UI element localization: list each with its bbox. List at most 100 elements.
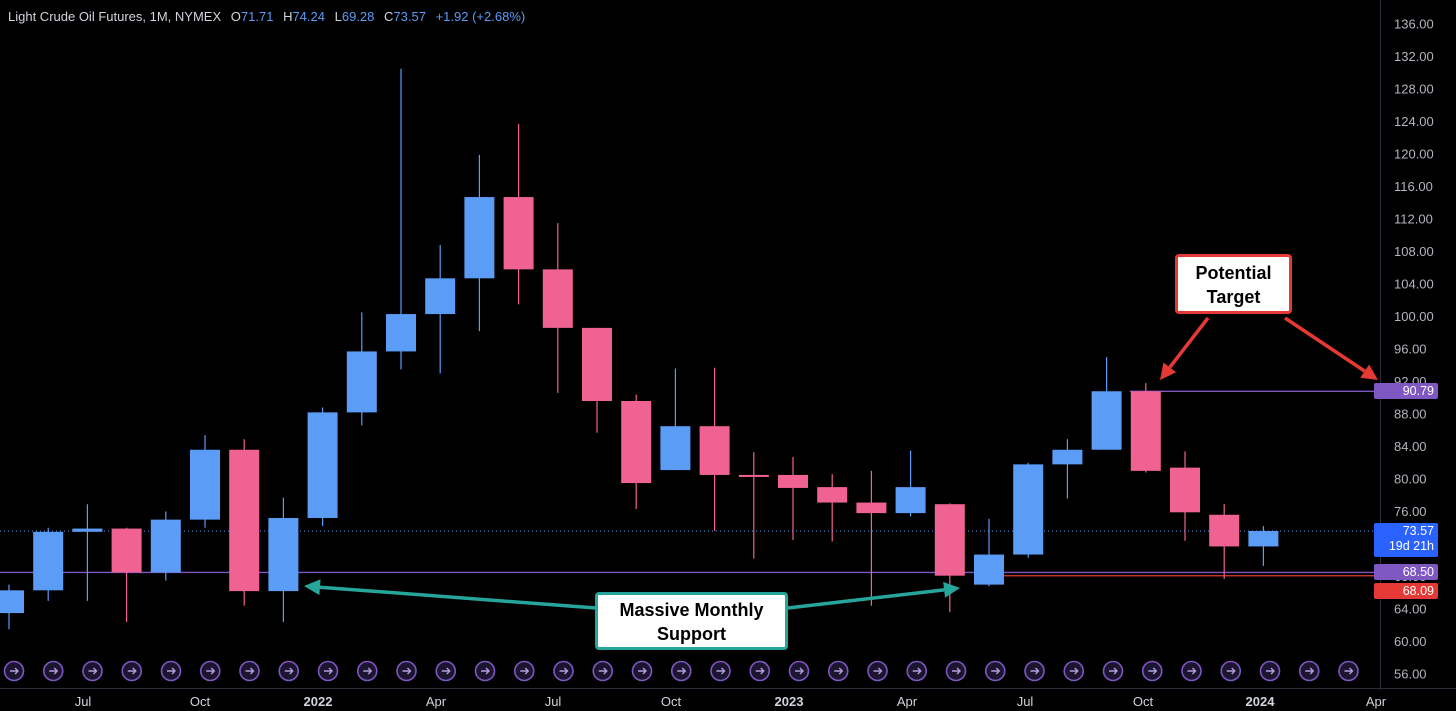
candle-body bbox=[503, 197, 534, 270]
y-tick-label: 132.00 bbox=[1394, 49, 1434, 64]
candle-body bbox=[1209, 514, 1240, 547]
candle-body bbox=[346, 351, 377, 413]
candle-body bbox=[386, 314, 416, 352]
event-dividend-icon[interactable] bbox=[553, 660, 574, 682]
event-dividend-icon[interactable] bbox=[199, 660, 221, 682]
y-tick-label: 96.00 bbox=[1394, 342, 1427, 357]
event-dividend-icon[interactable] bbox=[631, 660, 653, 682]
y-tick-label: 60.00 bbox=[1394, 634, 1427, 649]
candle-body bbox=[1170, 467, 1200, 513]
event-dividend-icon[interactable] bbox=[906, 660, 928, 682]
event-dividend-icon[interactable] bbox=[239, 660, 260, 682]
support-arrow-right bbox=[787, 581, 960, 610]
support-label-line2: Support bbox=[657, 624, 726, 644]
event-dividend-icon[interactable] bbox=[984, 660, 1006, 682]
event-dividend-icon[interactable] bbox=[788, 660, 810, 682]
event-dividend-icon[interactable] bbox=[42, 660, 64, 682]
event-dividend-icon[interactable] bbox=[3, 660, 25, 682]
candle-body bbox=[699, 426, 730, 475]
event-dividend-icon[interactable] bbox=[670, 660, 692, 682]
candle-body bbox=[111, 528, 142, 573]
y-tick-label: 56.00 bbox=[1394, 667, 1427, 682]
event-dividend-icon[interactable] bbox=[1259, 660, 1281, 682]
event-dividend-icon[interactable] bbox=[121, 660, 143, 682]
candle-body bbox=[150, 519, 181, 573]
candle bbox=[111, 527, 142, 622]
event-dividend-icon[interactable] bbox=[1220, 660, 1242, 682]
candle bbox=[856, 470, 887, 606]
event-dividend-icon[interactable] bbox=[945, 660, 967, 682]
candle bbox=[0, 584, 24, 630]
candle bbox=[1248, 526, 1279, 566]
target-label-line2: Target bbox=[1206, 287, 1261, 307]
candle-body bbox=[738, 474, 769, 477]
candle-body bbox=[974, 554, 1004, 585]
target-label-line1: Potential bbox=[1195, 263, 1272, 283]
x-tick-label: 2023 bbox=[775, 694, 804, 709]
event-dividend-icon[interactable] bbox=[827, 660, 849, 682]
event-dividend-icon[interactable] bbox=[1024, 660, 1045, 682]
x-tick-label: 2024 bbox=[1246, 694, 1276, 709]
event-dividend-icon[interactable] bbox=[82, 660, 103, 682]
candle-body bbox=[660, 426, 691, 471]
candle-body bbox=[542, 269, 573, 328]
event-dividend-icon[interactable] bbox=[356, 660, 378, 682]
candle-body bbox=[229, 449, 260, 592]
low-value: 69.28 bbox=[341, 9, 375, 24]
symbol-title: Light Crude Oil Futures, 1M, NYMEX bbox=[8, 9, 222, 24]
candle bbox=[582, 327, 612, 433]
candle bbox=[1170, 451, 1200, 541]
event-dividend-icon[interactable] bbox=[1298, 660, 1320, 682]
event-dividend-icon[interactable] bbox=[1063, 660, 1085, 682]
candle bbox=[738, 452, 769, 559]
candle-body bbox=[464, 197, 495, 279]
target-price-label: 90.79 bbox=[1374, 383, 1438, 399]
candle bbox=[386, 68, 416, 370]
event-dividend-icon[interactable] bbox=[474, 660, 496, 682]
y-tick-label: 104.00 bbox=[1394, 277, 1434, 292]
event-dividend-icon[interactable] bbox=[867, 660, 888, 682]
event-dividend-icon[interactable] bbox=[1141, 660, 1163, 682]
event-dividend-icon[interactable] bbox=[1338, 660, 1359, 682]
event-dividend-icon[interactable] bbox=[278, 660, 300, 682]
open-value: 71.71 bbox=[240, 9, 274, 24]
event-dividend-icon[interactable] bbox=[160, 660, 182, 682]
y-tick-label: 128.00 bbox=[1394, 82, 1434, 97]
candle-body bbox=[1130, 391, 1161, 471]
countdown-value: 19d 21h bbox=[1388, 539, 1434, 553]
event-dividend-icon[interactable] bbox=[592, 660, 614, 682]
candle bbox=[660, 368, 691, 471]
event-dividend-icon[interactable] bbox=[710, 660, 731, 682]
low-label: L bbox=[334, 9, 342, 24]
event-dividend-icon[interactable] bbox=[1102, 660, 1124, 682]
last-price-label: 73.57 19d 21h bbox=[1374, 523, 1438, 557]
candle-body bbox=[307, 412, 338, 518]
candle-body bbox=[778, 474, 808, 488]
high-label: H bbox=[283, 9, 293, 24]
y-tick-label: 136.00 bbox=[1394, 17, 1434, 32]
x-tick-label: Oct bbox=[661, 694, 682, 709]
candle-body bbox=[582, 327, 612, 401]
event-dividend-icon[interactable] bbox=[435, 660, 457, 682]
support-price-label-2: 68.09 bbox=[1374, 583, 1438, 599]
candle-body bbox=[72, 528, 103, 532]
candle bbox=[150, 511, 181, 581]
candle bbox=[1130, 383, 1161, 473]
event-dividend-icon[interactable] bbox=[396, 660, 417, 682]
event-dividend-icon[interactable] bbox=[317, 660, 339, 682]
x-tick-label: Jul bbox=[75, 694, 92, 709]
change-value: +1.92 (+2.68%) bbox=[435, 9, 526, 24]
y-tick-label: 120.00 bbox=[1394, 147, 1434, 162]
high-value: 74.24 bbox=[292, 9, 325, 24]
support-label-line1: Massive Monthly bbox=[619, 600, 764, 620]
event-dividend-icon[interactable] bbox=[513, 660, 535, 682]
candle-body bbox=[817, 487, 848, 503]
candle bbox=[190, 435, 220, 528]
candle bbox=[817, 474, 848, 542]
candle bbox=[974, 518, 1004, 587]
close-value: 73.57 bbox=[393, 9, 426, 24]
event-dividend-icon[interactable] bbox=[1181, 660, 1202, 682]
x-tick-label: Oct bbox=[1133, 694, 1154, 709]
y-tick-label: 108.00 bbox=[1394, 244, 1434, 259]
event-dividend-icon[interactable] bbox=[749, 660, 771, 682]
